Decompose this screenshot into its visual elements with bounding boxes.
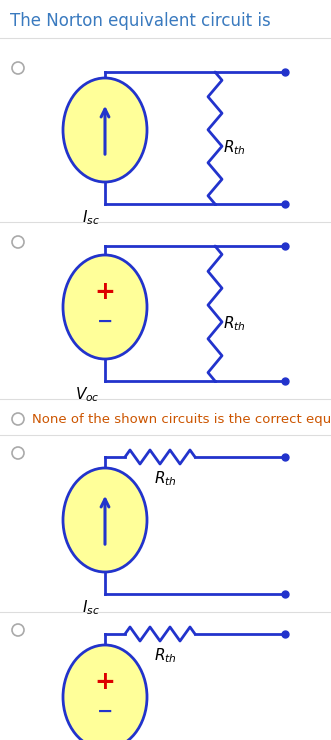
Ellipse shape	[63, 255, 147, 359]
Ellipse shape	[63, 78, 147, 182]
Text: $R_{th}$: $R_{th}$	[223, 138, 246, 158]
Text: None of the shown circuits is the correct equivalent: None of the shown circuits is the correc…	[32, 412, 331, 426]
Text: The Norton equivalent circuit is: The Norton equivalent circuit is	[10, 12, 271, 30]
Text: $I_{sc}$: $I_{sc}$	[82, 208, 100, 226]
Text: +: +	[95, 280, 116, 304]
Ellipse shape	[63, 645, 147, 740]
Text: −: −	[97, 312, 113, 331]
Text: $V_{oc}$: $V_{oc}$	[75, 385, 100, 404]
Ellipse shape	[63, 468, 147, 572]
Text: $I_{sc}$: $I_{sc}$	[82, 598, 100, 616]
Text: $R_{th}$: $R_{th}$	[154, 469, 176, 488]
Text: −: −	[97, 702, 113, 721]
Text: +: +	[95, 670, 116, 694]
Text: $R_{th}$: $R_{th}$	[154, 646, 176, 665]
Text: $R_{th}$: $R_{th}$	[223, 314, 246, 333]
